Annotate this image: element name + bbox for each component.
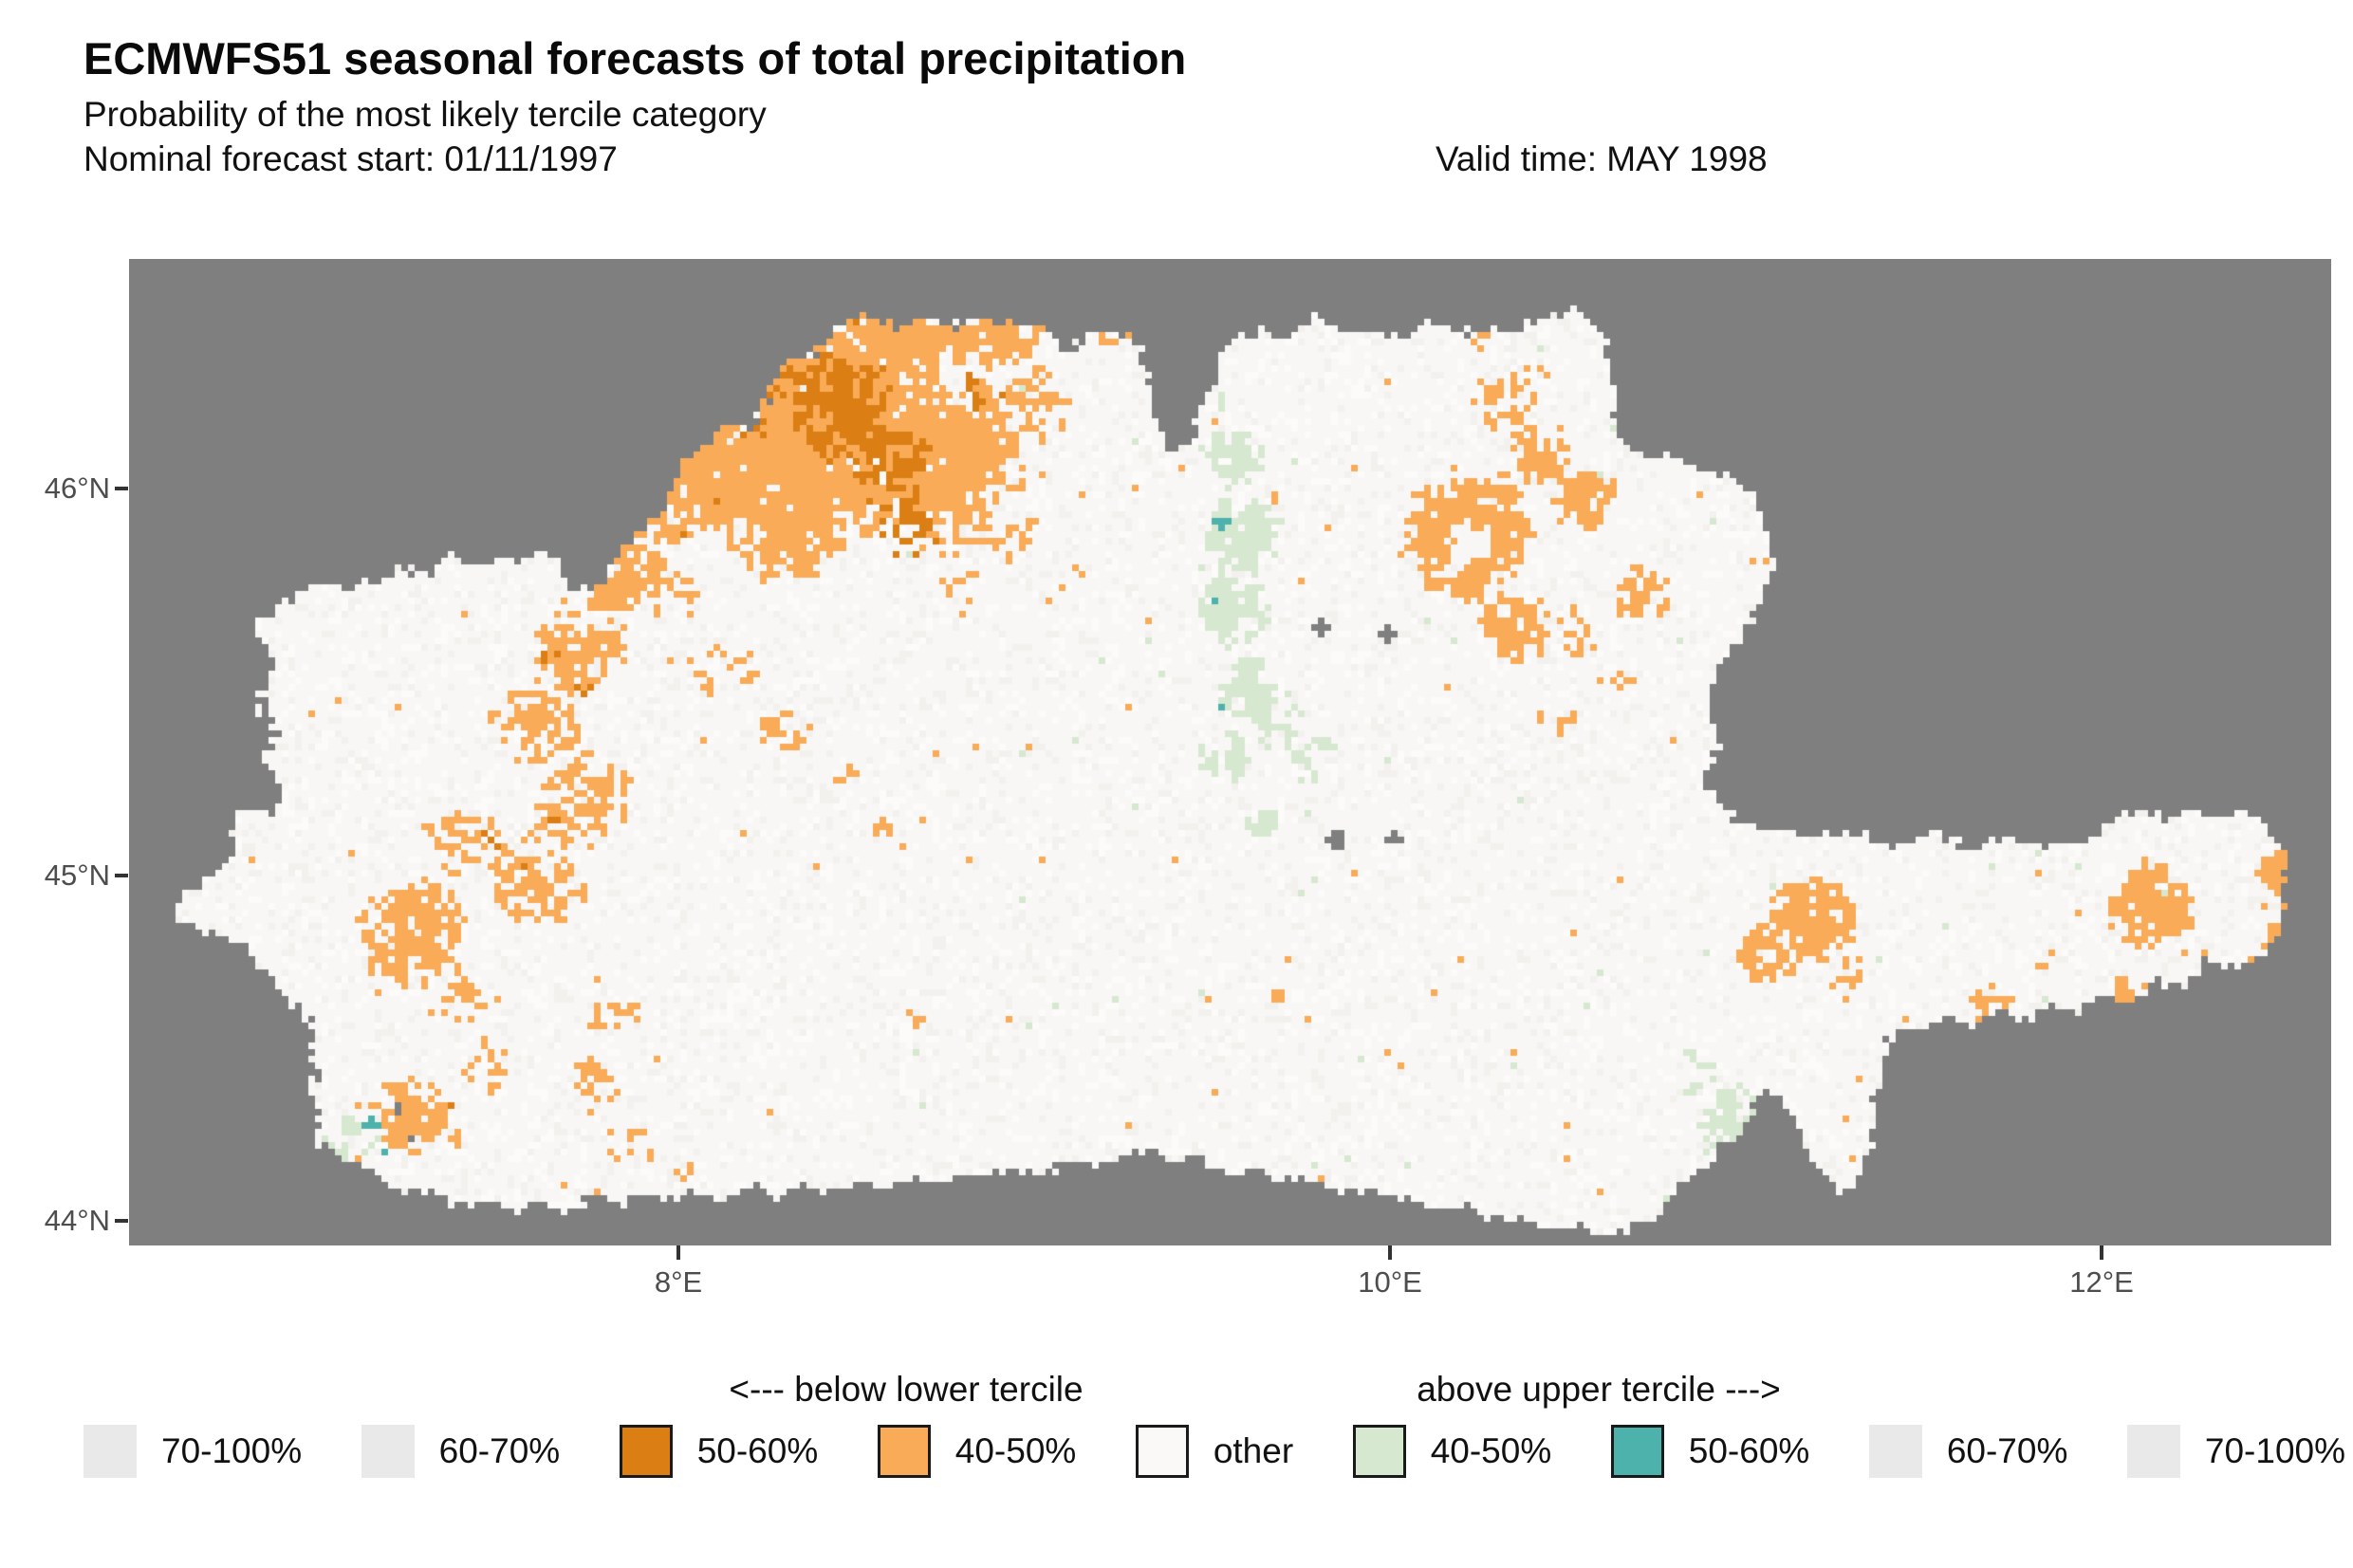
legend-swatch [1352,1425,1406,1478]
figure-subtitle: Probability of the most likely tercile c… [83,95,767,134]
valid-time-label: Valid time: MAY 1998 [1436,139,1768,178]
legend-label: 70-100% [161,1431,303,1470]
legend-item: 60-70% [1868,1425,2068,1478]
page-title: ECMWFS51 seasonal forecasts of total pre… [83,33,1187,83]
legend-swatch [877,1425,931,1478]
legend-item: 60-70% [361,1425,561,1478]
legend-item: 70-100% [2126,1425,2345,1478]
legend-swatch [1610,1425,1664,1478]
forecast-start-label: Nominal forecast start: 01/11/1997 [83,139,618,178]
legend-item: 50-60% [1610,1425,1810,1478]
forecast-map-canvas [129,259,2331,1245]
legend-item: 40-50% [1352,1425,1552,1478]
y-axis-tick-label: 44°N [44,1204,110,1237]
x-axis-tick-mark [1388,1245,1392,1260]
legend-label: 50-60% [696,1431,819,1470]
x-axis-tick-label: 10°E [1358,1265,1422,1299]
legend-above-tercile-header: above upper tercile ---> [1417,1370,1781,1409]
legend-label: 40-50% [954,1431,1077,1470]
legend-item: other [1135,1425,1294,1478]
legend-below-tercile-header: <--- below lower tercile [729,1370,1084,1409]
legend-item: 40-50% [877,1425,1077,1478]
legend-label: 60-70% [438,1431,561,1470]
legend-label: 70-100% [2204,1431,2345,1470]
legend-swatch [361,1425,415,1478]
legend-item: 70-100% [83,1425,302,1478]
x-axis-tick-mark [2100,1245,2103,1260]
legend-label: 50-60% [1688,1431,1810,1470]
x-axis-tick-label: 8°E [654,1265,703,1299]
x-axis-tick-mark [676,1245,680,1260]
legend-swatch [619,1425,673,1478]
legend-swatch [83,1425,137,1478]
y-axis-tick-mark [115,1219,128,1223]
x-axis-tick-label: 12°E [2069,1265,2134,1299]
legend-label: 40-50% [1430,1431,1552,1470]
legend-label: 60-70% [1946,1431,2068,1470]
legend-swatch [1868,1425,1922,1478]
y-axis-tick-mark [115,874,128,877]
y-axis-tick-label: 46°N [44,471,110,505]
y-axis-tick-mark [115,487,128,490]
legend-item: 50-60% [619,1425,819,1478]
legend-swatch [1135,1425,1189,1478]
y-axis-tick-label: 45°N [44,858,110,892]
legend-label: other [1213,1431,1294,1470]
legend-swatch [2126,1425,2180,1478]
legend-row: 70-100% 60-70% 50-60% 40-50% other 40-50% 50-6… [83,1425,2345,1478]
